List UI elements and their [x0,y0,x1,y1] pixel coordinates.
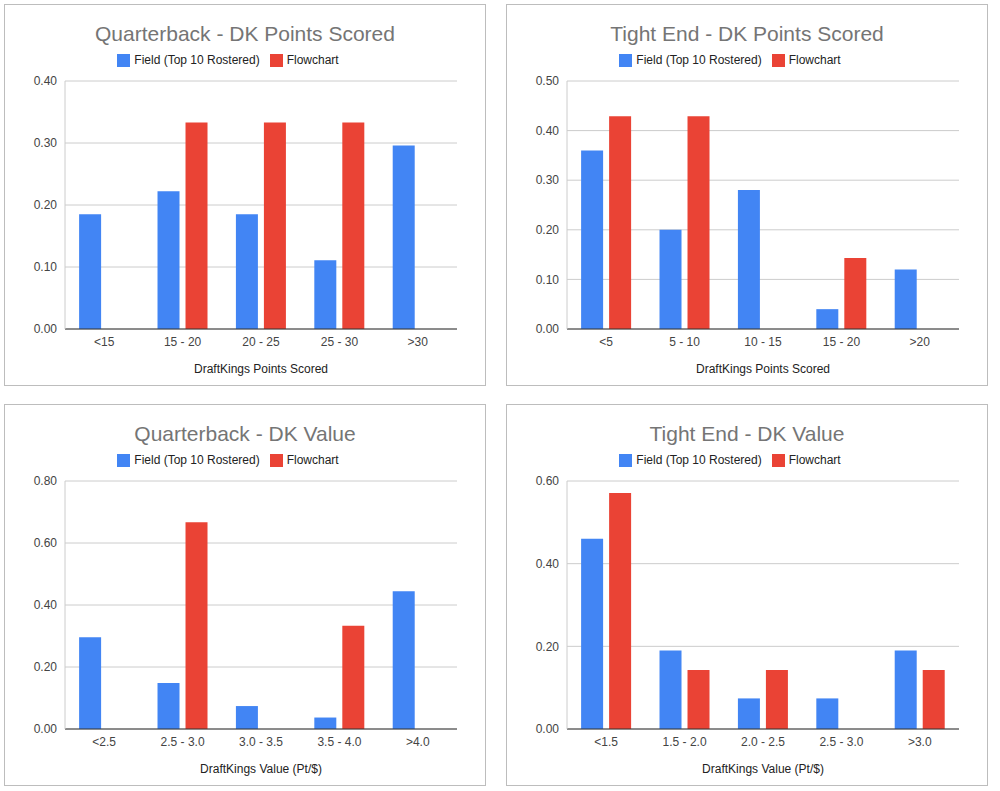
html-text:Quarterback - DK Points Scored: Quarterback - DK Points Scored [95,22,395,45]
svg-text:0.10: 0.10 [536,273,560,287]
html-text:Tight End - DK Points Scored: Tight End - DK Points Scored [610,22,884,45]
svg-text:20 - 25: 20 - 25 [242,335,280,349]
svg-text:2.0 - 2.5: 2.0 - 2.5 [741,735,785,749]
svg-text:0.20: 0.20 [34,660,58,674]
svg-text:0.80: 0.80 [34,474,58,488]
svg-text:15 - 20: 15 - 20 [164,335,202,349]
svg-text:5 - 10: 5 - 10 [669,335,700,349]
svg-text:>4.0: >4.0 [406,735,430,749]
svg-text:0.30: 0.30 [536,173,560,187]
svg-text:<2.5: <2.5 [92,735,116,749]
svg-text:<5: <5 [599,335,613,349]
svg-text:<15: <15 [94,335,115,349]
svg-text:<1.5: <1.5 [594,735,618,749]
svg-text:DraftKings Points Scored: DraftKings Points Scored [696,362,830,376]
svg-text:25 - 30: 25 - 30 [321,335,359,349]
svg-text:0.40: 0.40 [34,74,58,88]
svg-text:0.00: 0.00 [536,722,560,736]
svg-text:0.60: 0.60 [536,474,560,488]
svg-text:1.5 - 2.0: 1.5 - 2.0 [663,735,707,749]
svg-text:DraftKings Value (Pt/$): DraftKings Value (Pt/$) [200,762,322,776]
html-text:Field (Top 10 Rostered): Field (Top 10 Rostered) [134,453,260,467]
html-text:Flowchart: Flowchart [286,453,339,467]
html-text:Flowchart: Flowchart [788,53,841,67]
svg-text:0.10: 0.10 [34,260,58,274]
svg-text:10 - 15: 10 - 15 [744,335,782,349]
html-text:Quarterback - DK Value: Quarterback - DK Value [134,422,356,445]
svg-text:0.50: 0.50 [536,74,560,88]
svg-text:0.60: 0.60 [34,536,58,550]
html-text:Field (Top 10 Rostered): Field (Top 10 Rostered) [134,53,260,67]
svg-text:3.5 - 4.0: 3.5 - 4.0 [317,735,361,749]
html-text:Field (Top 10 Rostered): Field (Top 10 Rostered) [636,53,762,67]
html-text:Flowchart: Flowchart [788,453,841,467]
svg-text:0.20: 0.20 [536,640,560,654]
svg-text:DraftKings Value (Pt/$): DraftKings Value (Pt/$) [702,762,824,776]
svg-text:2.5 - 3.0: 2.5 - 3.0 [161,735,205,749]
svg-text:0.00: 0.00 [34,322,58,336]
svg-text:0.40: 0.40 [536,557,560,571]
svg-text:2.5 - 3.0: 2.5 - 3.0 [819,735,863,749]
html-text:Tight End - DK Value: Tight End - DK Value [649,422,845,445]
svg-text:>3.0: >3.0 [908,735,932,749]
svg-text:0.40: 0.40 [34,598,58,612]
svg-text:0.30: 0.30 [34,136,58,150]
svg-text:3.0 - 3.5: 3.0 - 3.5 [239,735,283,749]
svg-text:0.20: 0.20 [536,223,560,237]
svg-text:0.00: 0.00 [34,722,58,736]
svg-text:0.00: 0.00 [536,322,560,336]
svg-text:15 - 20: 15 - 20 [823,335,861,349]
html-text:Flowchart: Flowchart [286,53,339,67]
svg-text:0.20: 0.20 [34,198,58,212]
svg-text:>20: >20 [910,335,931,349]
svg-text:DraftKings Points Scored: DraftKings Points Scored [194,362,328,376]
html-text:Field (Top 10 Rostered): Field (Top 10 Rostered) [636,453,762,467]
svg-text:0.40: 0.40 [536,124,560,138]
svg-text:>30: >30 [408,335,429,349]
